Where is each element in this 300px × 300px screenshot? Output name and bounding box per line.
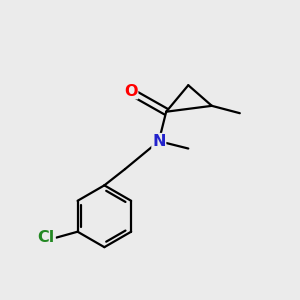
Text: O: O <box>124 84 138 99</box>
Text: Cl: Cl <box>38 230 55 245</box>
Text: N: N <box>152 134 166 149</box>
